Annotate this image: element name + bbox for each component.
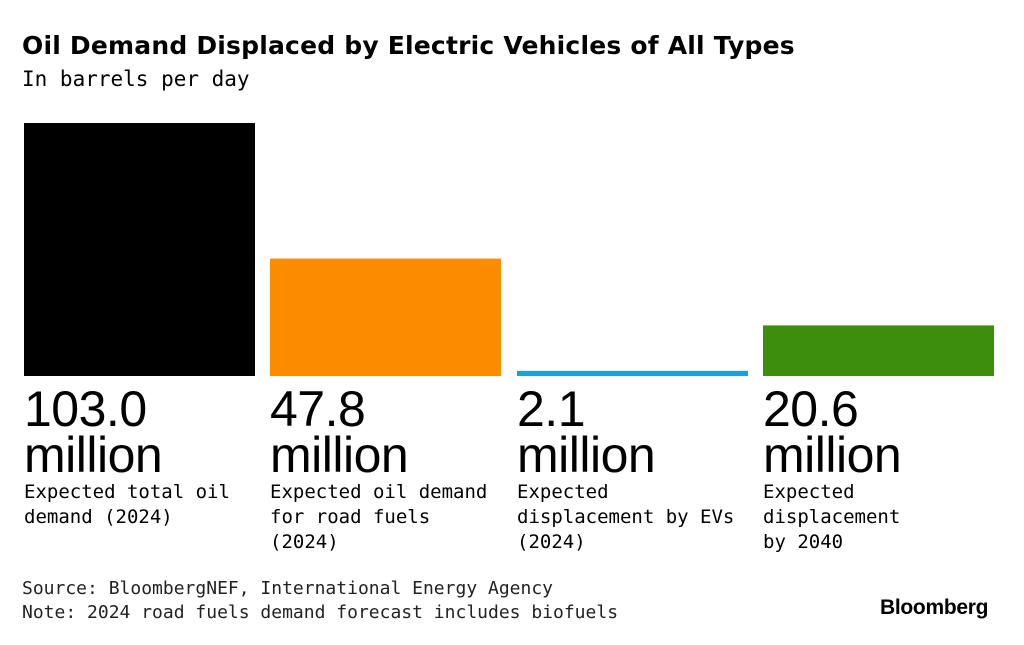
bloomberg-logo: Bloomberg: [880, 596, 989, 619]
bar-category-line: displacement by EVs: [517, 506, 735, 528]
footnote: Note: 2024 road fuels demand forecast in…: [22, 602, 619, 623]
bar-chart: [24, 123, 994, 376]
bar-unit-label: million: [24, 427, 163, 483]
bar-category-line: Expected displacement: [763, 481, 901, 528]
bar-value-label: 103.0: [24, 381, 147, 437]
bar-label-group-3: 2.1 million Expected displacement by EVs (20…: [517, 381, 757, 555]
bar-category-label: Expected displacement by EVs (2024): [517, 480, 757, 555]
bar-label-group-1: 103.0 million Expected total oil demand (20…: [24, 381, 264, 530]
bar-value-label: 47.8: [270, 381, 366, 437]
bar-category-line: Expected total oil: [24, 481, 230, 503]
bar-1: [24, 123, 255, 376]
bar-label-group-4: 20.6 million Expected displacement by 2040: [763, 381, 1003, 555]
bar-unit-label: million: [763, 427, 902, 483]
bar-label-group-2: 47.8 million Expected oil demand for road f…: [270, 381, 510, 555]
bar-4: [763, 325, 994, 376]
chart-footer: Source: BloombergNEF, International Ener…: [22, 577, 618, 625]
source-note: Source: BloombergNEF, International Ener…: [22, 578, 554, 599]
bar-3: [517, 370, 748, 376]
chart-title: Oil Demand Displaced by Electric Vehicle…: [22, 31, 795, 60]
bar-category-label: Expected oil demand for road fuels (2024): [270, 480, 510, 555]
bar-unit-label: million: [270, 427, 409, 483]
bar-category-line: Expected: [517, 481, 609, 503]
bar-category-line: demand (2024): [24, 506, 173, 528]
bar-category-label: Expected displacement by 2040: [763, 480, 1003, 555]
bar-category-line: for road fuels (2024): [270, 506, 431, 553]
bar-unit-label: million: [517, 427, 656, 483]
bar-value-label: 2.1: [517, 381, 586, 437]
bar-value-label: 20.6: [763, 381, 859, 437]
bar-category-label: Expected total oil demand (2024): [24, 480, 264, 530]
bar-category-line: Expected oil demand: [270, 481, 488, 503]
bar-2: [270, 258, 501, 376]
chart-subtitle: In barrels per day: [22, 67, 250, 91]
bar-category-line: (2024): [517, 531, 586, 553]
bar-category-line: by 2040: [763, 531, 844, 553]
